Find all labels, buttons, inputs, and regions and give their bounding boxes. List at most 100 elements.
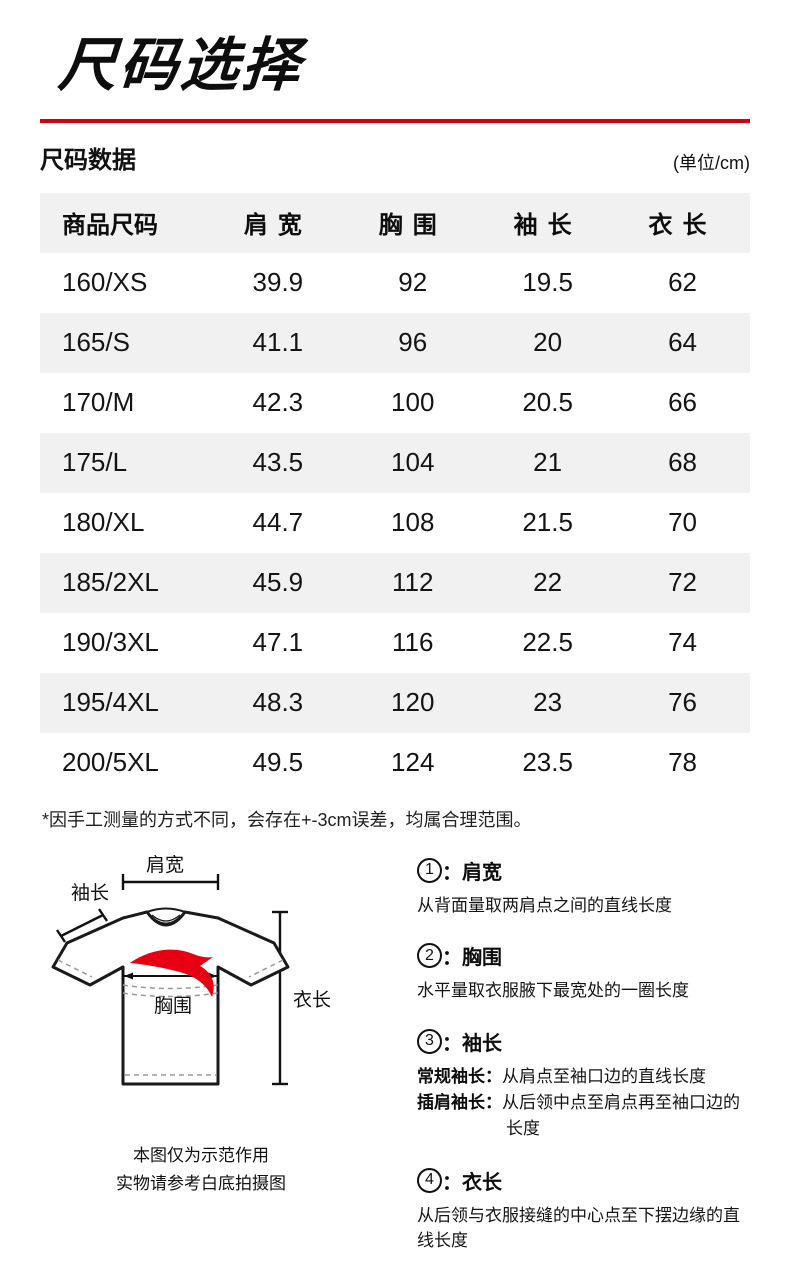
guide-item-label: ：衣长 [442, 1171, 502, 1194]
size-table-cell: 74 [668, 627, 697, 657]
size-table-cell: 116 [392, 627, 434, 657]
size-table-row: 200/5XL 49.5 124 23.5 78 [40, 733, 750, 793]
chest-label: 胸围 [154, 995, 192, 1017]
seam-dashed-lines [57, 958, 284, 1076]
guide-subline-lead: 常规袖长： [417, 1066, 502, 1086]
collar-rib-inner-line [151, 914, 181, 922]
size-table-cell: 23 [533, 687, 563, 717]
measure-guide-item: 3 ：袖长常规袖长：从肩点至袖口边的直线长度插肩袖长：从后领中点至肩点再至袖口边的… [417, 1027, 752, 1143]
size-table-cell: 170/M [62, 387, 135, 417]
size-table-cell: 70 [668, 507, 697, 537]
guide-item-label: ：胸围 [442, 947, 502, 969]
size-table-cell: 195/4XL [62, 687, 159, 717]
size-table-cell: 78 [668, 747, 697, 777]
size-table-cell: 66 [668, 387, 697, 417]
guide-item-description: 从背面量取两肩点之间的直线长度 [417, 895, 672, 915]
size-table-row: 190/3XL 47.1 116 22.5 74 [40, 613, 750, 673]
sleeve-length-label: 袖长 [71, 882, 109, 904]
diagram-and-guide-section: 肩宽 袖长 衣长 [0, 854, 790, 1277]
sleeve-length-arrow [56, 907, 108, 943]
size-table-cell: 41.1 [252, 327, 304, 357]
size-table-cell: 22 [533, 567, 563, 597]
size-table-column-header: 袖长 [513, 212, 582, 239]
size-table-cell: 72 [668, 567, 697, 597]
size-table-row: 195/4XL 48.3 120 23 76 [40, 672, 750, 733]
size-table-cell: 43.5 [252, 447, 304, 477]
circled-number-icon: 2 [417, 943, 442, 968]
guide-item-description: 从后领与衣服接缝的中心点至下摆边缘的直线长度 [417, 1205, 740, 1251]
measure-guide-item: 4 ：衣长从后领与衣服接缝的中心点至下摆边缘的直线长度 [417, 1166, 752, 1254]
size-table-cell: 165/S [62, 327, 130, 357]
size-table-cell: 45.9 [252, 567, 304, 597]
diagram-caption: 本图仅为示范作用 实物请参考白底拍摄图 [45, 1142, 357, 1200]
guide-item-heading: 3 ：袖长 [417, 1027, 752, 1056]
size-table-cell: 185/2XL [62, 567, 159, 597]
guide-item-heading: 4 ：衣长 [417, 1166, 752, 1195]
guide-item-subline: 插肩袖长：从后领中点至肩点再至袖口边的长度 [417, 1092, 740, 1139]
size-table-row: 185/2XL 45.9 112 22 72 [40, 552, 750, 613]
size-table-cell: 76 [668, 687, 697, 717]
guide-item-heading: 1 ：肩宽 [417, 856, 752, 885]
measure-guide-item: 1 ：肩宽从背面量取两肩点之间的直线长度 [417, 856, 752, 919]
size-table-cell: 47.1 [252, 627, 304, 657]
size-table-row: 175/L 43.5 104 21 68 [40, 432, 750, 493]
garment-length-line [272, 910, 288, 1085]
guide-item-heading: 2 ：胸围 [417, 941, 752, 970]
shoulder-width-label: 肩宽 [146, 854, 184, 876]
caption-line-1: 本图仅为示范作用 [133, 1145, 269, 1165]
size-data-section-head: 尺码数据 (单位/cm) [40, 140, 750, 175]
size-table-row: 170/M 42.3 100 20.5 66 [40, 373, 750, 433]
size-table-cell: 200/5XL [62, 747, 159, 777]
size-table-cell: 175/L [62, 447, 128, 477]
guide-item-subline: 常规袖长：从肩点至袖口边的直线长度 [417, 1066, 706, 1086]
size-table-cell: 22.5 [522, 627, 573, 657]
guide-item-label: ：肩宽 [442, 861, 502, 884]
collar-back-line [146, 907, 186, 913]
size-table-cell: 190/3XL [62, 627, 159, 657]
size-table-cell: 48.3 [252, 687, 304, 717]
size-table-header-row: 商品尺码 肩宽 胸围 袖长 衣长 [40, 192, 750, 253]
size-table-column-header: 肩宽 [243, 212, 312, 239]
measurement-tolerance-note: *因手工测量的方式不同，会存在+-3cm误差，均属合理范围。 [42, 809, 532, 830]
anta-logo-icon [130, 949, 214, 997]
size-table-cell: 21 [533, 447, 563, 477]
size-table-cell: 180/XL [62, 507, 145, 537]
size-table-cell: 39.9 [252, 267, 304, 297]
size-table-cell: 23.5 [522, 747, 573, 777]
size-table-cell: 108 [391, 507, 435, 537]
size-table-cell: 44.7 [252, 507, 304, 537]
red-divider [40, 118, 750, 123]
size-table-cell: 20 [533, 327, 563, 357]
size-table-cell: 64 [668, 327, 697, 357]
size-table-row: 160/XS 39.9 92 19.5 62 [40, 253, 750, 313]
circled-number-icon: 1 [417, 857, 442, 883]
size-table-column-header: 胸围 [378, 212, 447, 239]
size-table-column-header: 衣长 [648, 212, 717, 239]
size-table-cell: 68 [668, 447, 697, 477]
size-table-cell: 19.5 [522, 267, 573, 297]
shoulder-width-arrow [121, 873, 220, 890]
size-table-cell: 62 [668, 267, 697, 297]
size-table-cell: 21.5 [522, 507, 573, 537]
size-data-heading: 尺码数据 [40, 146, 136, 174]
tshirt-illustration: 肩宽 袖长 衣长 [51, 854, 331, 1085]
guide-subline-lead: 插肩袖长： [417, 1092, 502, 1112]
size-table-row: 165/S 41.1 96 20 64 [40, 312, 750, 373]
size-table-cell: 42.3 [252, 387, 304, 417]
caption-line-2: 实物请参考白底拍摄图 [116, 1174, 286, 1194]
size-table-cell: 104 [391, 447, 435, 477]
size-table-column-header: 商品尺码 [62, 212, 158, 239]
size-table-cell: 124 [391, 747, 435, 777]
unit-label: (单位/cm) [673, 152, 750, 173]
circled-number-icon: 4 [417, 1167, 442, 1193]
guide-item-description: 水平量取衣服腋下最宽处的一圈长度 [417, 981, 689, 1000]
size-table-row: 180/XL 44.7 108 21.5 70 [40, 493, 750, 553]
size-table-cell: 96 [398, 327, 428, 357]
size-table-cell: 92 [398, 267, 428, 297]
circled-number-icon: 3 [417, 1028, 442, 1054]
collar-rib-line [148, 912, 184, 924]
size-table: 商品尺码 肩宽 胸围 袖长 衣长 160/XS 39.9 92 19.5 62 165/S 41.1… [40, 192, 750, 793]
size-table-cell: 20.5 [522, 387, 573, 417]
size-table-cell: 49.5 [252, 747, 304, 777]
guide-item-label: ：袖长 [442, 1032, 502, 1055]
